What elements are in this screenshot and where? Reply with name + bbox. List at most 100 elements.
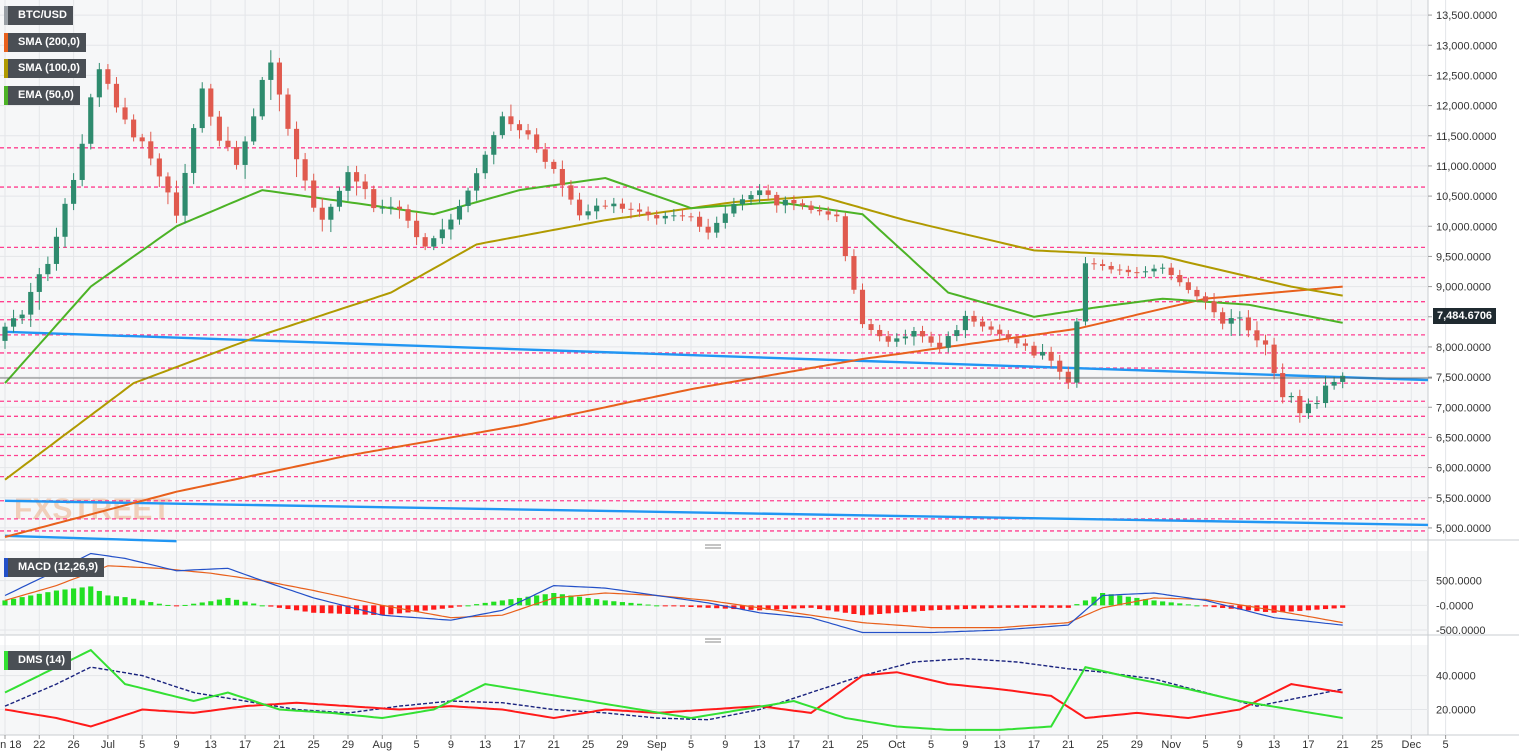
candle-body (594, 205, 600, 212)
ema50-label[interactable]: EMA (50,0) (4, 86, 80, 105)
y-tick-label: 11,000.0000 (1436, 161, 1496, 173)
trendline (4, 499, 1429, 527)
macd-histogram-bar (551, 593, 557, 606)
macd-histogram-bar (534, 595, 540, 606)
candle (654, 210, 660, 225)
candle (191, 124, 197, 185)
x-tick-label: 9 (173, 739, 179, 751)
macd-panel-bg (0, 551, 1428, 635)
macd-histogram-bar (105, 595, 111, 606)
macd-histogram-bar (1031, 605, 1037, 608)
candle (482, 151, 488, 179)
macd-histogram-bar (1014, 605, 1020, 608)
candle-body (722, 213, 728, 223)
macd-histogram-bar (268, 605, 274, 607)
candle (851, 249, 857, 294)
candle-body (602, 205, 608, 207)
x-tick-label: 9 (1237, 739, 1243, 751)
candle-body (1125, 269, 1131, 273)
candle (859, 283, 866, 329)
candle (714, 216, 720, 238)
candle (1040, 344, 1046, 360)
candle-body (396, 206, 403, 210)
macd-histogram-bar (954, 605, 960, 610)
candle-body (894, 338, 900, 342)
macd-histogram-bar (182, 604, 188, 606)
macd-histogram-bar (1142, 599, 1149, 606)
symbol-label[interactable]: BTC/USD (4, 6, 73, 25)
macd-histogram-bar (1305, 605, 1311, 611)
candle (739, 194, 746, 211)
candle (302, 152, 308, 191)
candle (491, 131, 497, 165)
candle (1254, 321, 1260, 348)
macd-histogram-bar (585, 597, 591, 606)
x-tick-label: 29 (342, 739, 354, 751)
x-tick-label: 26 (67, 739, 79, 751)
dms-label[interactable]: DMS (14) (4, 651, 72, 670)
macd-line (4, 552, 1343, 634)
candle-body (259, 79, 265, 117)
candle-body (516, 124, 523, 131)
sma100-label[interactable]: SMA (100,0) (4, 59, 86, 78)
y-tick-label: 40.0000 (1436, 671, 1476, 683)
macd-histogram-bar (233, 599, 240, 606)
candle (474, 168, 480, 201)
y-tick-label: 5,500.0000 (1436, 493, 1491, 505)
macd-histogram-bar (739, 605, 746, 610)
candle-body (636, 209, 643, 212)
macd-histogram-bar (945, 605, 951, 610)
macd-signal-line (4, 565, 1343, 629)
macd-histogram-bar (1057, 605, 1063, 608)
y-tick-label: -500.0000 (1436, 625, 1486, 637)
candle (345, 165, 351, 201)
candle-body (148, 141, 154, 159)
candle-body (71, 179, 77, 204)
y-tick-label: 12,500.0000 (1436, 70, 1497, 82)
macd-histogram-bar (148, 602, 154, 606)
candle-body (1202, 296, 1209, 302)
candle-body (817, 209, 823, 212)
resize-handle-dms[interactable] (705, 638, 721, 643)
candle-body (679, 215, 685, 217)
candle (611, 197, 617, 214)
resize-handle-macd[interactable] (705, 544, 721, 549)
macd-histogram-bar (688, 605, 694, 607)
candle (371, 185, 377, 213)
dms-panel-bg (0, 645, 1428, 735)
y-tick-label: 12,000.0000 (1436, 101, 1497, 113)
candle-body (319, 207, 325, 220)
macd-histogram-bar (156, 603, 162, 606)
candle (1091, 258, 1097, 270)
candle-body (1185, 282, 1191, 290)
candle (1237, 311, 1243, 336)
candle (748, 191, 754, 205)
candle-body (1151, 268, 1157, 272)
macd-histogram-bar (1040, 605, 1046, 608)
macd-label[interactable]: MACD (12,26,9) (4, 558, 105, 577)
macd-histogram-bar (628, 602, 634, 606)
candle-body (568, 185, 574, 200)
candle (431, 235, 437, 251)
candle-body (131, 119, 137, 138)
candle-body (1091, 263, 1097, 265)
candle-body (542, 149, 548, 162)
candle (1082, 257, 1089, 326)
di-minus-line (4, 671, 1343, 728)
candle-body (628, 208, 634, 210)
candle-body (757, 190, 763, 196)
macd-histogram-bar (28, 595, 34, 606)
macd-histogram-bar (62, 589, 68, 606)
candle (757, 184, 763, 203)
candle (122, 97, 128, 125)
candle-body (96, 69, 102, 98)
candle-body (748, 195, 754, 200)
macd-histogram-bar (1108, 594, 1114, 606)
macd-histogram-bar (576, 596, 583, 606)
x-tick-label: 13 (205, 739, 217, 751)
sma200-label[interactable]: SMA (200,0) (4, 33, 86, 52)
ema50-line (4, 176, 1343, 384)
candle (954, 324, 960, 342)
macd-histogram-bar (371, 605, 377, 615)
